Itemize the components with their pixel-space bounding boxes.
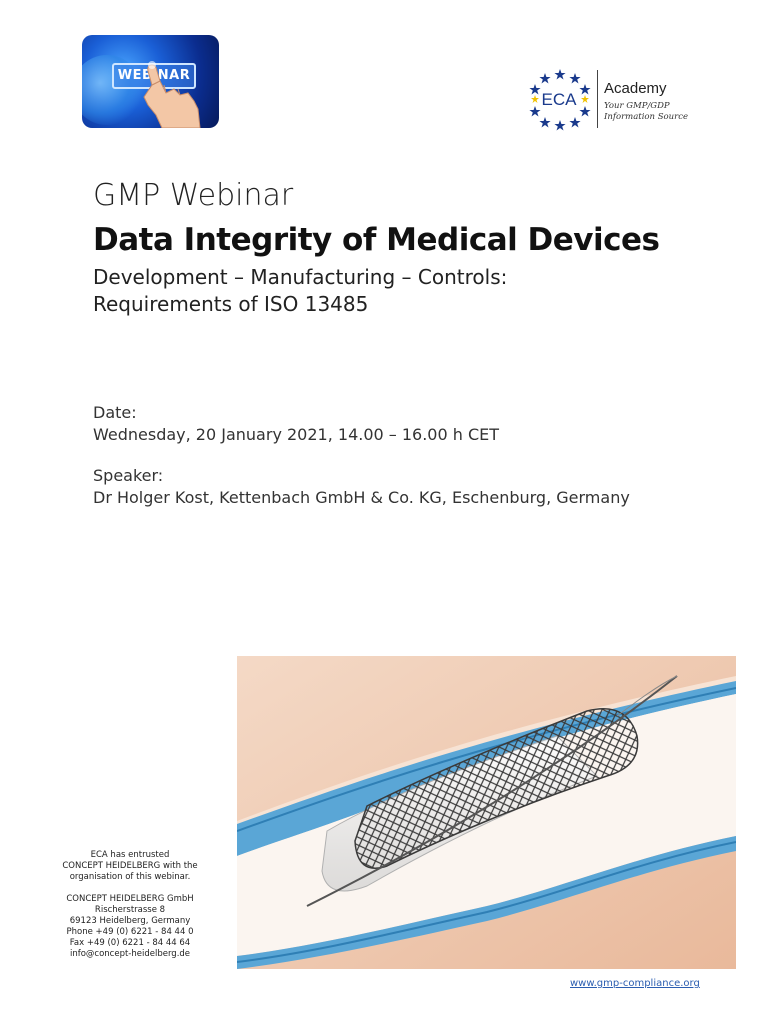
star-ring-icon <box>529 69 591 131</box>
contact-email[interactable]: info@concept-heidelberg.de <box>69 949 191 959</box>
webinar-kicker: GMP Webinar <box>93 178 294 213</box>
logo-divider <box>597 70 598 128</box>
contact-street: Rischerstrasse 8 <box>94 905 166 915</box>
subtitle-line-1: Development – Manufacturing – Controls: <box>93 265 508 289</box>
speaker-value: Dr Holger Kost, Kettenbach GmbH & Co. KG… <box>93 488 630 507</box>
speaker-block: Speaker: Dr Holger Kost, Kettenbach GmbH… <box>93 465 630 509</box>
eca-mark: ECA <box>541 90 577 109</box>
date-label: Date: <box>93 403 137 422</box>
subtitle-line-2: Requirements of ISO 13485 <box>93 292 369 316</box>
contact-phone: Phone +49 (0) 6221 - 84 44 0 <box>66 927 194 937</box>
date-value: Wednesday, 20 January 2021, 14.00 – 16.0… <box>93 425 500 444</box>
website-link[interactable]: www.gmp-compliance.org <box>570 978 700 989</box>
academy-label: Academy <box>604 80 667 97</box>
eca-academy-logo: ECA Academy Your GMP/GDP Information Sou… <box>528 68 708 132</box>
tagline-line-1: Your GMP/GDP <box>604 101 670 111</box>
contact-line-2: CONCEPT HEIDELBERG with the <box>62 861 198 871</box>
speaker-label: Speaker: <box>93 466 164 485</box>
tagline-line-2: Information Source <box>604 112 688 122</box>
organiser-contact: ECA has entrusted CONCEPT HEIDELBERG wit… <box>55 850 205 960</box>
contact-line-3: organisation of this webinar. <box>69 872 191 882</box>
contact-company: CONCEPT HEIDELBERG GmbH <box>66 894 194 904</box>
pointing-hand-icon <box>143 61 201 128</box>
page-subtitle: Development – Manufacturing – Controls: … <box>93 264 653 318</box>
contact-line-1: ECA has entrusted <box>90 850 170 860</box>
contact-fax: Fax +49 (0) 6221 - 84 44 64 <box>69 938 191 948</box>
webinar-badge: WEBINAR <box>82 35 219 128</box>
contact-spacer <box>55 883 205 894</box>
page-title: Data Integrity of Medical Devices <box>93 222 660 258</box>
date-block: Date: Wednesday, 20 January 2021, 14.00 … <box>93 402 499 446</box>
logo-tagline: Your GMP/GDP Information Source <box>604 101 714 123</box>
stent-illustration <box>237 656 736 969</box>
contact-city: 69123 Heidelberg, Germany <box>69 916 191 926</box>
